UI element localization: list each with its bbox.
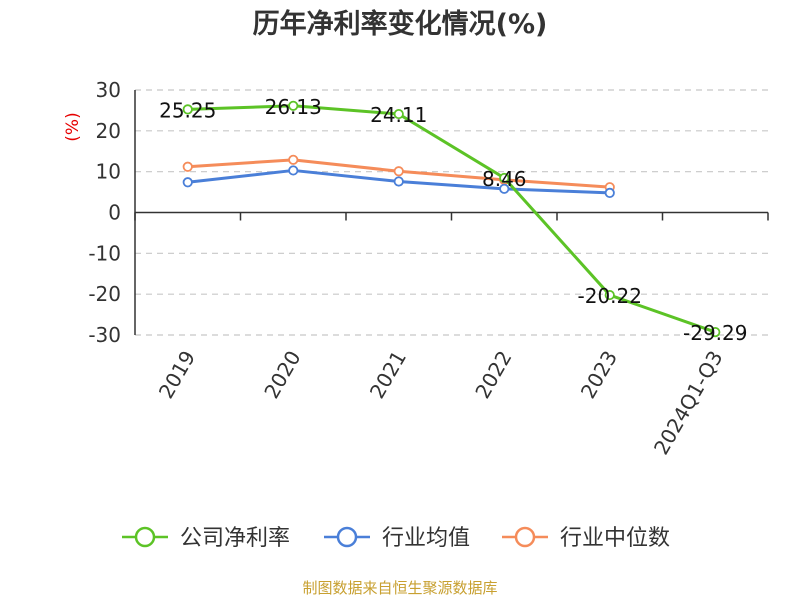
y-tick-label: 20 <box>96 119 121 143</box>
data-point <box>393 176 404 187</box>
data-label: 8.46 <box>482 167 527 191</box>
series-line <box>187 104 716 334</box>
x-tick-label: 2024Q1-Q3 <box>649 347 728 459</box>
data-point <box>288 165 299 176</box>
data-label: -20.22 <box>578 284 642 308</box>
data-point <box>182 104 193 115</box>
data-point <box>288 154 299 165</box>
data-point <box>710 327 721 338</box>
chart-title: 历年净利率变化情况(%) <box>253 8 548 40</box>
legend-label: 行业中位数 <box>560 526 670 551</box>
legend: 公司净利率 行业均值 行业中位数 <box>122 526 670 551</box>
y-tick-label: 30 <box>96 78 121 102</box>
data-label: -29.29 <box>683 321 747 345</box>
source-note: 制图数据来自恒生聚源数据库 <box>302 579 497 597</box>
data-point <box>499 183 510 194</box>
x-tick-label: 2022 <box>470 347 516 403</box>
y-tick-labels: 30 20 10 0 -10 -20 -30 <box>88 78 121 347</box>
x-tick-label: 2019 <box>154 347 200 403</box>
legend-swatch-marker <box>134 526 156 548</box>
data-point <box>182 177 193 188</box>
data-label: 26.13 <box>265 95 322 119</box>
data-point <box>604 289 615 301</box>
data-point <box>393 166 404 177</box>
data-point <box>182 161 193 172</box>
data-point <box>393 108 404 120</box>
y-axis-label: (%) <box>63 112 83 141</box>
x-tick-label: 2023 <box>576 347 622 403</box>
legend-label: 行业均值 <box>382 526 470 551</box>
data-point <box>604 187 615 198</box>
data-label: 25.25 <box>159 98 216 122</box>
data-point <box>288 100 299 111</box>
y-tick-label: -30 <box>88 323 121 347</box>
data-point <box>499 172 510 184</box>
y-tick-label: -10 <box>88 241 121 265</box>
data-label: 24.11 <box>370 103 427 127</box>
x-tick-labels: 2019 2020 2021 2022 2023 2024Q1-Q3 <box>154 347 728 459</box>
legend-swatch-marker <box>514 526 536 548</box>
x-tick-label: 2021 <box>365 347 411 403</box>
legend-label: 公司净利率 <box>180 526 290 551</box>
x-tick-label: 2020 <box>259 347 305 403</box>
axes <box>134 90 769 335</box>
y-tick-label: -20 <box>88 282 121 306</box>
y-tick-label: 10 <box>96 160 121 184</box>
legend-swatch-marker <box>336 526 358 548</box>
data-labels: 25.25 26.13 24.11 8.46 -20.22 -29.29 <box>159 95 747 345</box>
series-lines <box>182 100 721 338</box>
y-tick-label: 0 <box>108 201 121 225</box>
